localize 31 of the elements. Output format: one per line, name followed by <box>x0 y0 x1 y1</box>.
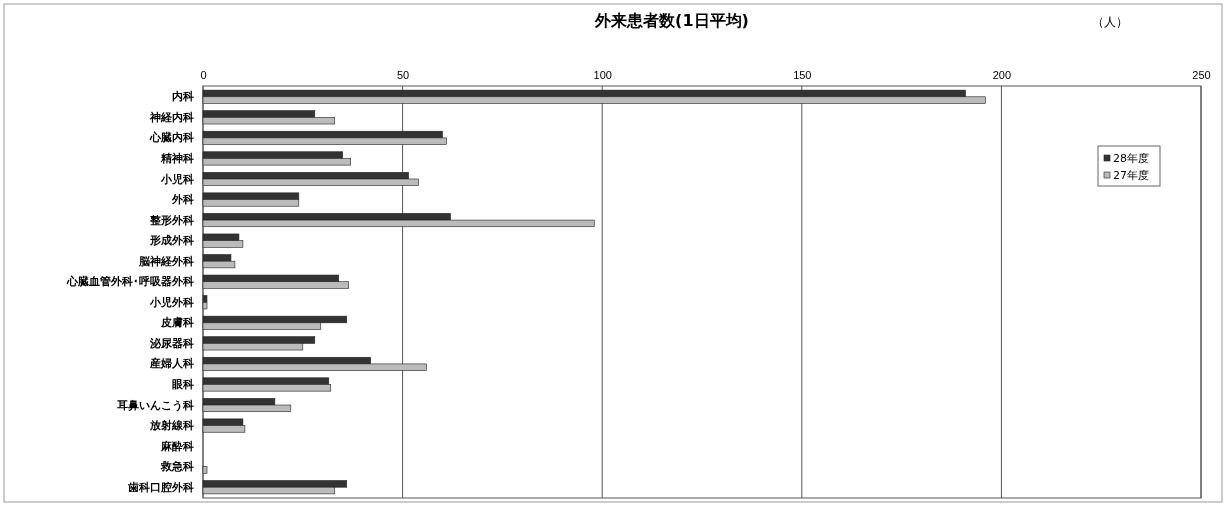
chart-title: 外来患者数(1日平均) <box>594 11 749 30</box>
y-tick-label: 脳神経外科 <box>138 254 194 267</box>
bar <box>202 466 208 474</box>
y-tick-label: 産婦人科 <box>149 357 194 371</box>
x-tick-label: 250 <box>1192 69 1211 81</box>
y-tick-label: 歯科口腔外科 <box>127 480 194 493</box>
y-tick-label: 心臓内科 <box>149 131 194 144</box>
y-tick-label: 精神科 <box>160 151 194 164</box>
x-tick-label: 50 <box>396 69 410 81</box>
x-tick-label: 150 <box>793 69 812 81</box>
y-tick-label: 小児外科 <box>149 295 194 308</box>
y-tick-label: 耳鼻いんこう科 <box>116 398 194 412</box>
y-tick-label: 救急科 <box>160 460 194 473</box>
y-tick-label: 眼科 <box>172 377 194 390</box>
y-tick-label: 外科 <box>171 193 194 206</box>
y-tick-label: 泌尿器科 <box>149 336 194 349</box>
y-tick-label: 皮膚科 <box>160 316 194 329</box>
y-tick-label: 放射線科 <box>149 419 194 432</box>
x-tick-label: 200 <box>992 69 1012 81</box>
x-tick-label: 0 <box>200 69 207 81</box>
y-tick-label: 形成外科 <box>149 234 194 248</box>
text: （人） <box>1092 15 1128 29</box>
x-tick-label: 100 <box>593 69 612 81</box>
y-tick-label: 内科 <box>172 90 194 103</box>
y-tick-label: 小児科 <box>160 172 194 185</box>
y-tick-label: 整形外科 <box>149 213 194 227</box>
legend-label: 28年度 <box>1113 152 1149 165</box>
y-tick-label: 麻酔科 <box>160 439 194 452</box>
y-tick-label: 神経内科 <box>149 110 194 123</box>
legend-label: 27年度 <box>1113 169 1149 182</box>
y-tick-label: 心臓血管外科･呼吸器外科 <box>66 275 194 288</box>
